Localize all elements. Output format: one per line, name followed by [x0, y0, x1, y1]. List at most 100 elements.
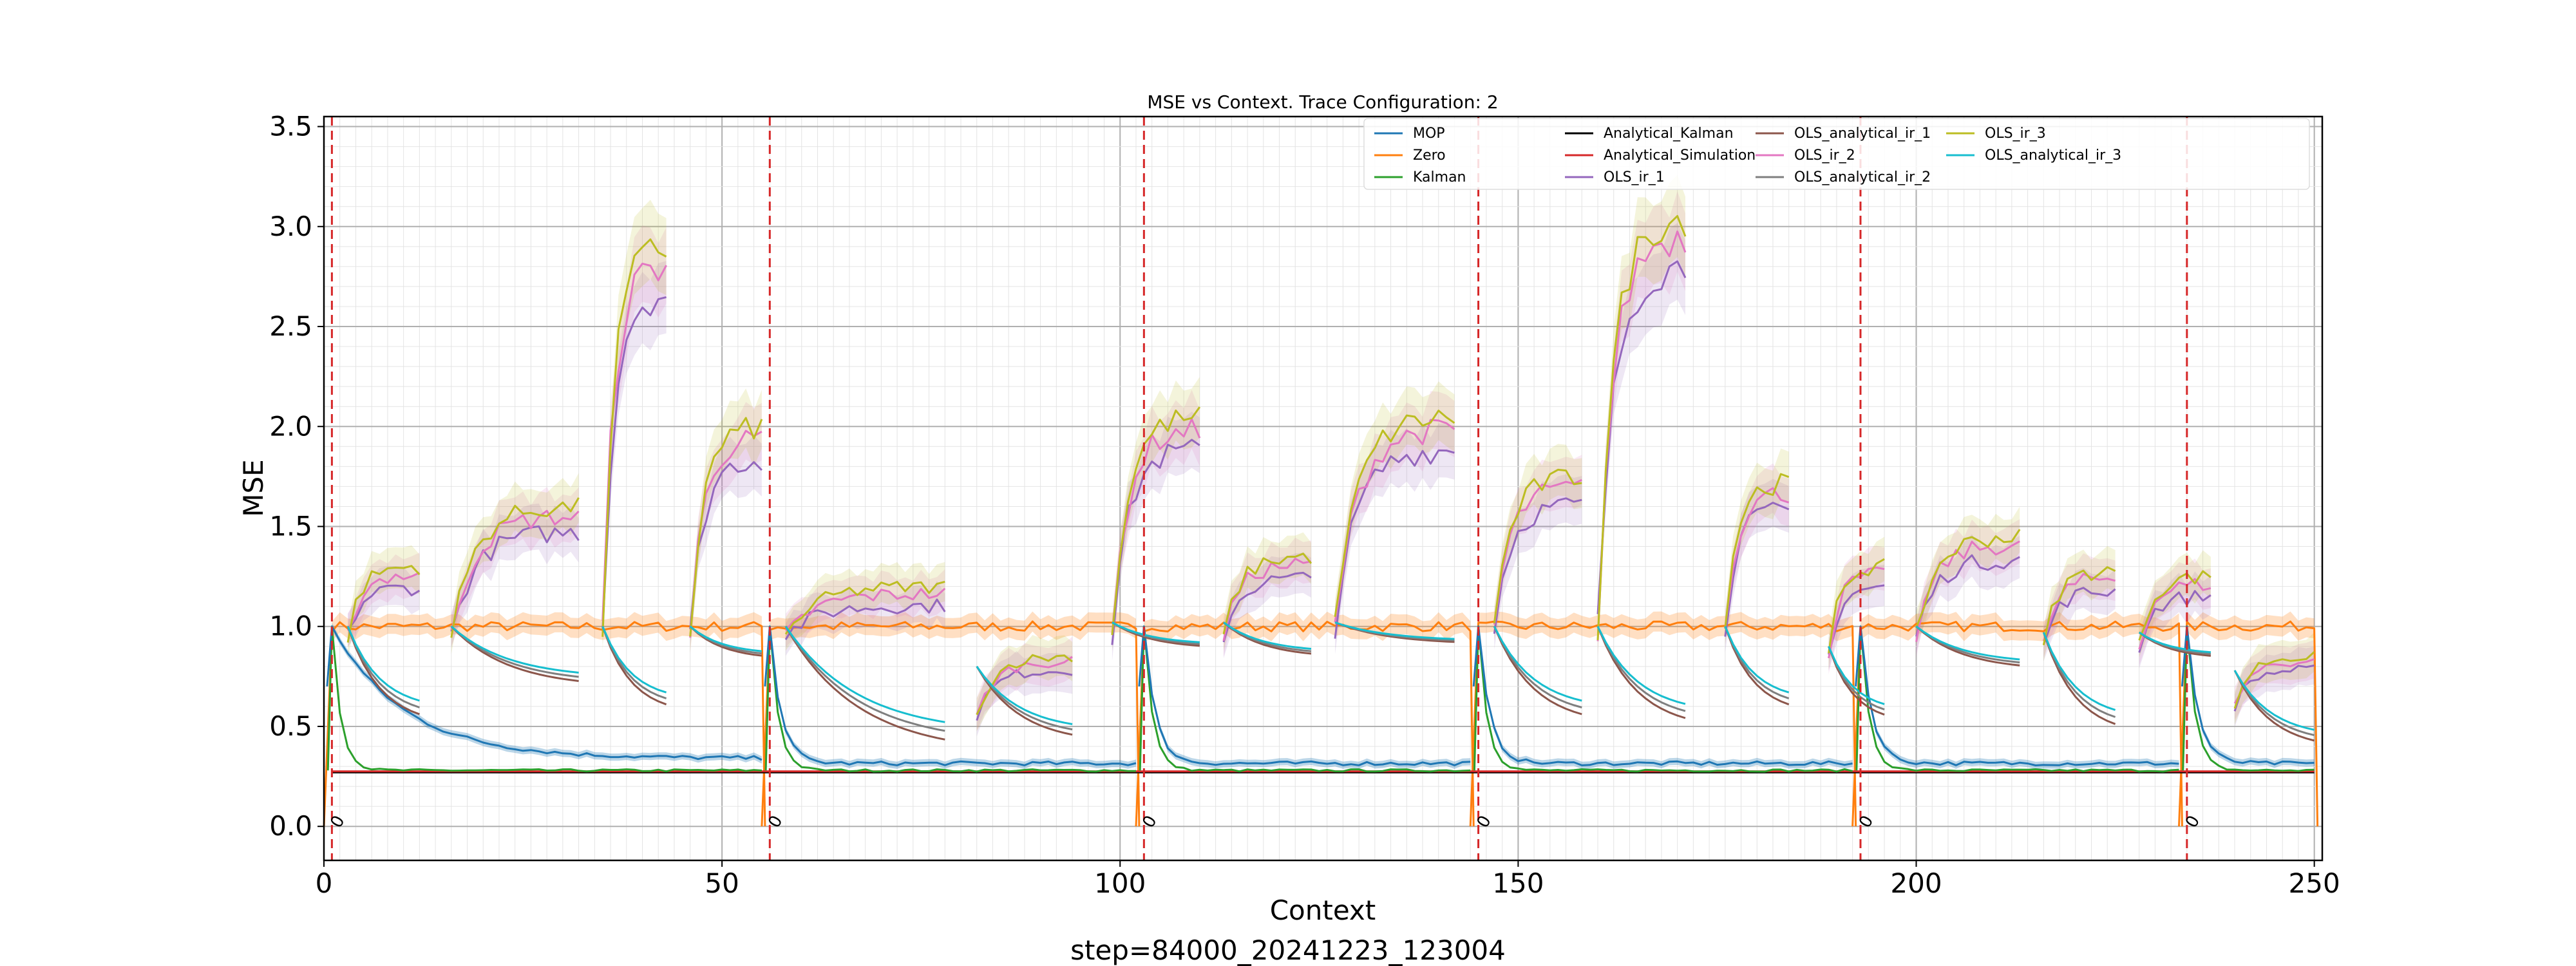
series-ols_ir_3 [1596, 214, 1687, 640]
band-ols_ir_2 [690, 402, 762, 654]
band-ols_ir_3 [2235, 632, 2315, 725]
series-ols_ir_1 [1334, 449, 1455, 639]
band-ols_ir_3 [1828, 536, 1885, 670]
series-ols_analytical_ir_3 [2138, 631, 2211, 654]
series-ols_ir_1 [601, 296, 667, 630]
band-ols_ir_1 [602, 261, 667, 646]
legend-label: Analytical_Kalman [1604, 126, 1734, 142]
series-ols_analytical_ir_2 [1596, 626, 1686, 712]
grid [323, 117, 2322, 860]
series-ols_ir_1 [1493, 497, 1582, 634]
series-ols_analytical_ir_1 [2233, 670, 2315, 742]
series-ols_ir_2 [1724, 487, 1790, 628]
band-ols_ir_3 [348, 545, 420, 659]
series-ols_analytical_ir_2 [2233, 670, 2315, 737]
legend-label: OLS_analytical_ir_3 [1985, 147, 2121, 164]
band-zero [1861, 611, 2179, 641]
series-ols_ir_3 [346, 565, 421, 643]
series-ols_ir_3 [601, 238, 667, 637]
legend-label: OLS_analytical_ir_2 [1794, 169, 1931, 185]
band-ols_ir_3 [690, 388, 762, 653]
series-zero [2178, 620, 2319, 827]
band-ols_ir_3 [786, 562, 945, 651]
band-ols_ir_1 [786, 581, 945, 656]
band-ols_ir_2 [451, 487, 579, 647]
series-ols_analytical_ir_1 [1493, 626, 1582, 715]
series-ols_ir_3 [1828, 558, 1885, 654]
series-kalman [327, 625, 762, 773]
series-ols_ir_3 [2138, 570, 2211, 641]
series-mop [1138, 625, 1471, 766]
series-ols_analytical_ir_2 [346, 626, 420, 708]
series-ols_analytical_ir_3 [1828, 646, 1885, 705]
plot-frame [323, 115, 2324, 862]
series-ols_ir_3 [976, 654, 1074, 715]
series-ols_analytical_ir_3 [1596, 626, 1686, 705]
series-ols_ir_3 [1334, 410, 1455, 618]
series-ols_analytical_ir_3 [1915, 625, 2020, 661]
series-ols_ir_1 [1724, 502, 1790, 637]
y-tick-label: 0.5 [269, 710, 312, 742]
band-ols_ir_3 [976, 635, 1073, 732]
band-ols_ir_3 [1224, 532, 1311, 651]
series-ols_ir_1 [2138, 590, 2211, 653]
x-axis-label: Context [1270, 895, 1376, 926]
series-ols_analytical_ir_1 [2042, 632, 2116, 725]
y-tick-label: 2.5 [269, 310, 312, 342]
series-zero [761, 620, 1141, 827]
band-ols_ir_2 [1112, 390, 1200, 651]
series-kalman [1139, 625, 1471, 773]
series-zero [323, 621, 766, 827]
series-ols_analytical_ir_3 [1724, 626, 1790, 694]
series-ols_ir_2 [1596, 230, 1687, 641]
band-ols_ir_2 [2139, 558, 2211, 666]
band-ols_ir_1 [2235, 647, 2315, 728]
band-ols_ir_3 [1916, 506, 2020, 645]
x-tick-label: 150 [1492, 867, 1544, 899]
series-mop [2181, 625, 2315, 766]
series-ols_analytical_ir_2 [976, 665, 1073, 731]
series-ols_ir_3 [689, 417, 763, 637]
series-ols_analytical_ir_3 [1493, 625, 1582, 702]
series-ols_analytical_ir_1 [784, 625, 945, 741]
band-ols_ir_3 [602, 200, 667, 653]
series-ols_ir_3 [1724, 473, 1790, 629]
series-ols_ir_3 [1222, 553, 1312, 635]
band-ols_ir_1 [1112, 412, 1200, 661]
band-ols_ir_3 [1598, 175, 1685, 656]
series-ols_ir_1 [1828, 584, 1885, 655]
axis-ticks: 0 50 100 150 200 250 0.0 0.5 1.0 1.5 2.0 2.5 3.0 3.5 [269, 111, 2340, 899]
series-ols_analytical_ir_3 [450, 625, 579, 674]
band-ols_ir_2 [1494, 455, 1582, 641]
series-kalman [2182, 625, 2315, 772]
series-ols_analytical_ir_1 [1596, 626, 1686, 719]
series-mop [1472, 625, 1853, 766]
series-ols_ir_3 [2042, 566, 2116, 645]
legend-label: Analytical_Simulation [1604, 147, 1756, 164]
series-ols_ir_2 [2138, 578, 2211, 650]
series-ols_ir_2 [1334, 419, 1455, 623]
legend-label: OLS_ir_2 [1794, 147, 1855, 164]
band-ols_ir_3 [1725, 448, 1789, 645]
band-ols_ir_1 [690, 435, 762, 647]
band-ols_ir_2 [1224, 537, 1311, 658]
series-ols_analytical_ir_2 [784, 625, 945, 732]
series-zero [1469, 620, 1857, 827]
series-ols_analytical_ir_1 [346, 626, 420, 715]
band-ols_ir_2 [602, 225, 667, 638]
y-tick-label: 0.0 [269, 810, 312, 842]
series-ols_ir_2 [1111, 418, 1201, 634]
band-ols_ir_3 [451, 473, 579, 654]
series-ols_analytical_ir_2 [601, 626, 667, 699]
series-ols_ir_2 [1915, 540, 2020, 642]
band-ols_ir_3 [1494, 444, 1582, 640]
series-ols_analytical_ir_1 [976, 666, 1073, 736]
series-ols_ir_3 [1111, 406, 1201, 636]
series-mop [1855, 625, 2179, 766]
series-ols_ir_2 [450, 509, 580, 630]
legend-label: MOP [1413, 126, 1445, 142]
y-tick-label: 3.5 [269, 111, 312, 142]
band-ols_ir_1 [2043, 567, 2116, 661]
legend-label: OLS_analytical_ir_1 [1794, 126, 1931, 142]
